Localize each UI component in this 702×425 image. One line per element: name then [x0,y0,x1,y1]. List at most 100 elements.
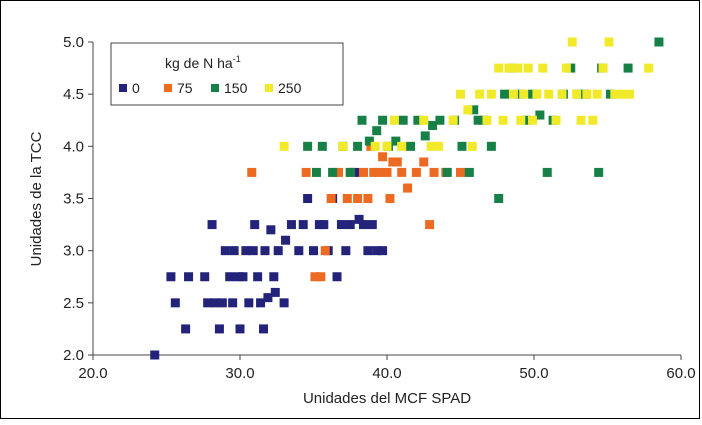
point-series-150 [378,115,388,125]
point-series-250 [456,89,465,99]
point-series-150 [328,167,338,177]
point-series-75 [378,152,388,162]
point-series-75 [382,167,392,177]
point-series-75 [411,167,421,177]
point-series-0 [319,220,329,230]
point-series-250 [523,63,533,73]
x-axis-label: Unidades del MCF SPAD [303,390,471,407]
point-series-250 [467,141,477,151]
point-series-250 [508,89,518,99]
point-series-0 [210,298,220,308]
point-series-75 [363,194,373,203]
y-tick-label: 3.5 [63,191,84,208]
y-tick-label: 2.0 [63,347,84,364]
point-series-0 [270,287,280,297]
point-series-75 [353,194,363,203]
point-series-0 [256,298,266,308]
point-series-75 [301,167,311,177]
point-series-150 [428,120,438,130]
point-series-0 [229,246,239,256]
point-series-0 [358,220,368,230]
point-series-150 [311,167,321,177]
point-series-250 [498,115,508,125]
legend-swatch-150 [211,84,219,92]
point-series-0 [150,350,160,360]
point-series-150 [345,167,355,177]
point-series-0 [238,272,248,282]
point-series-250 [544,89,554,99]
point-series-0 [266,225,276,235]
legend-title: kg de N ha-1 [165,54,241,71]
point-series-150 [442,167,452,177]
legend-title-text: kg de N ha [165,55,233,71]
point-series-0 [332,272,342,282]
point-series-250 [370,141,380,151]
point-series-250 [482,115,492,125]
point-series-150 [594,167,604,177]
point-series-250 [561,63,571,73]
point-series-150 [398,115,408,125]
legend-label-150: 150 [224,80,248,96]
point-series-250 [617,89,627,99]
point-series-150 [464,167,474,177]
point-series-0 [214,324,224,334]
point-series-150 [494,194,504,203]
point-series-0 [248,246,258,256]
point-series-250 [644,63,654,73]
point-series-0 [200,272,210,282]
point-series-250 [588,115,598,125]
point-series-75 [247,167,257,177]
point-series-250 [592,89,602,99]
point-series-0 [303,194,313,203]
point-series-0 [166,272,176,282]
point-series-0 [269,272,279,282]
point-series-0 [244,298,254,308]
point-series-150 [457,141,467,151]
point-series-250 [572,89,582,99]
x-tick-label: 50.0 [519,365,548,382]
point-series-0 [235,324,245,334]
point-series-250 [463,105,473,115]
point-series-250 [519,89,529,99]
point-series-150 [372,126,382,136]
point-series-75 [326,194,336,203]
point-series-75 [425,220,435,230]
point-series-75 [403,183,413,193]
point-series-250 [389,115,399,125]
point-series-75 [385,194,395,203]
point-series-75 [320,246,330,256]
legend-swatch-0 [119,84,127,92]
point-series-0 [336,220,346,230]
point-series-250 [532,89,542,99]
point-series-0 [279,298,289,308]
point-series-150 [435,115,445,125]
point-series-250 [567,37,577,47]
point-series-250 [551,115,561,125]
point-series-0 [378,246,388,256]
point-series-0 [207,220,217,230]
y-tick-label: 2.5 [63,295,84,312]
point-series-150 [654,37,664,47]
point-series-0 [363,246,373,256]
point-series-0 [241,246,251,256]
point-series-0 [354,214,364,224]
point-series-250 [494,63,504,73]
point-series-250 [448,115,458,125]
point-series-250 [426,141,436,151]
point-series-250 [433,141,443,151]
point-series-75 [392,157,402,167]
point-series-0 [367,220,377,230]
point-series-150 [500,89,510,99]
point-series-150 [535,110,545,120]
legend-label-0: 0 [132,80,140,96]
legend-swatch-75 [164,84,172,92]
point-series-0 [181,324,191,334]
y-tick-label: 4.5 [63,86,84,103]
x-tick-label: 30.0 [225,365,254,382]
point-series-150 [303,141,313,151]
point-series-0 [273,246,283,256]
data-points [150,37,664,360]
point-series-150 [469,105,479,115]
legend-box [110,42,344,106]
